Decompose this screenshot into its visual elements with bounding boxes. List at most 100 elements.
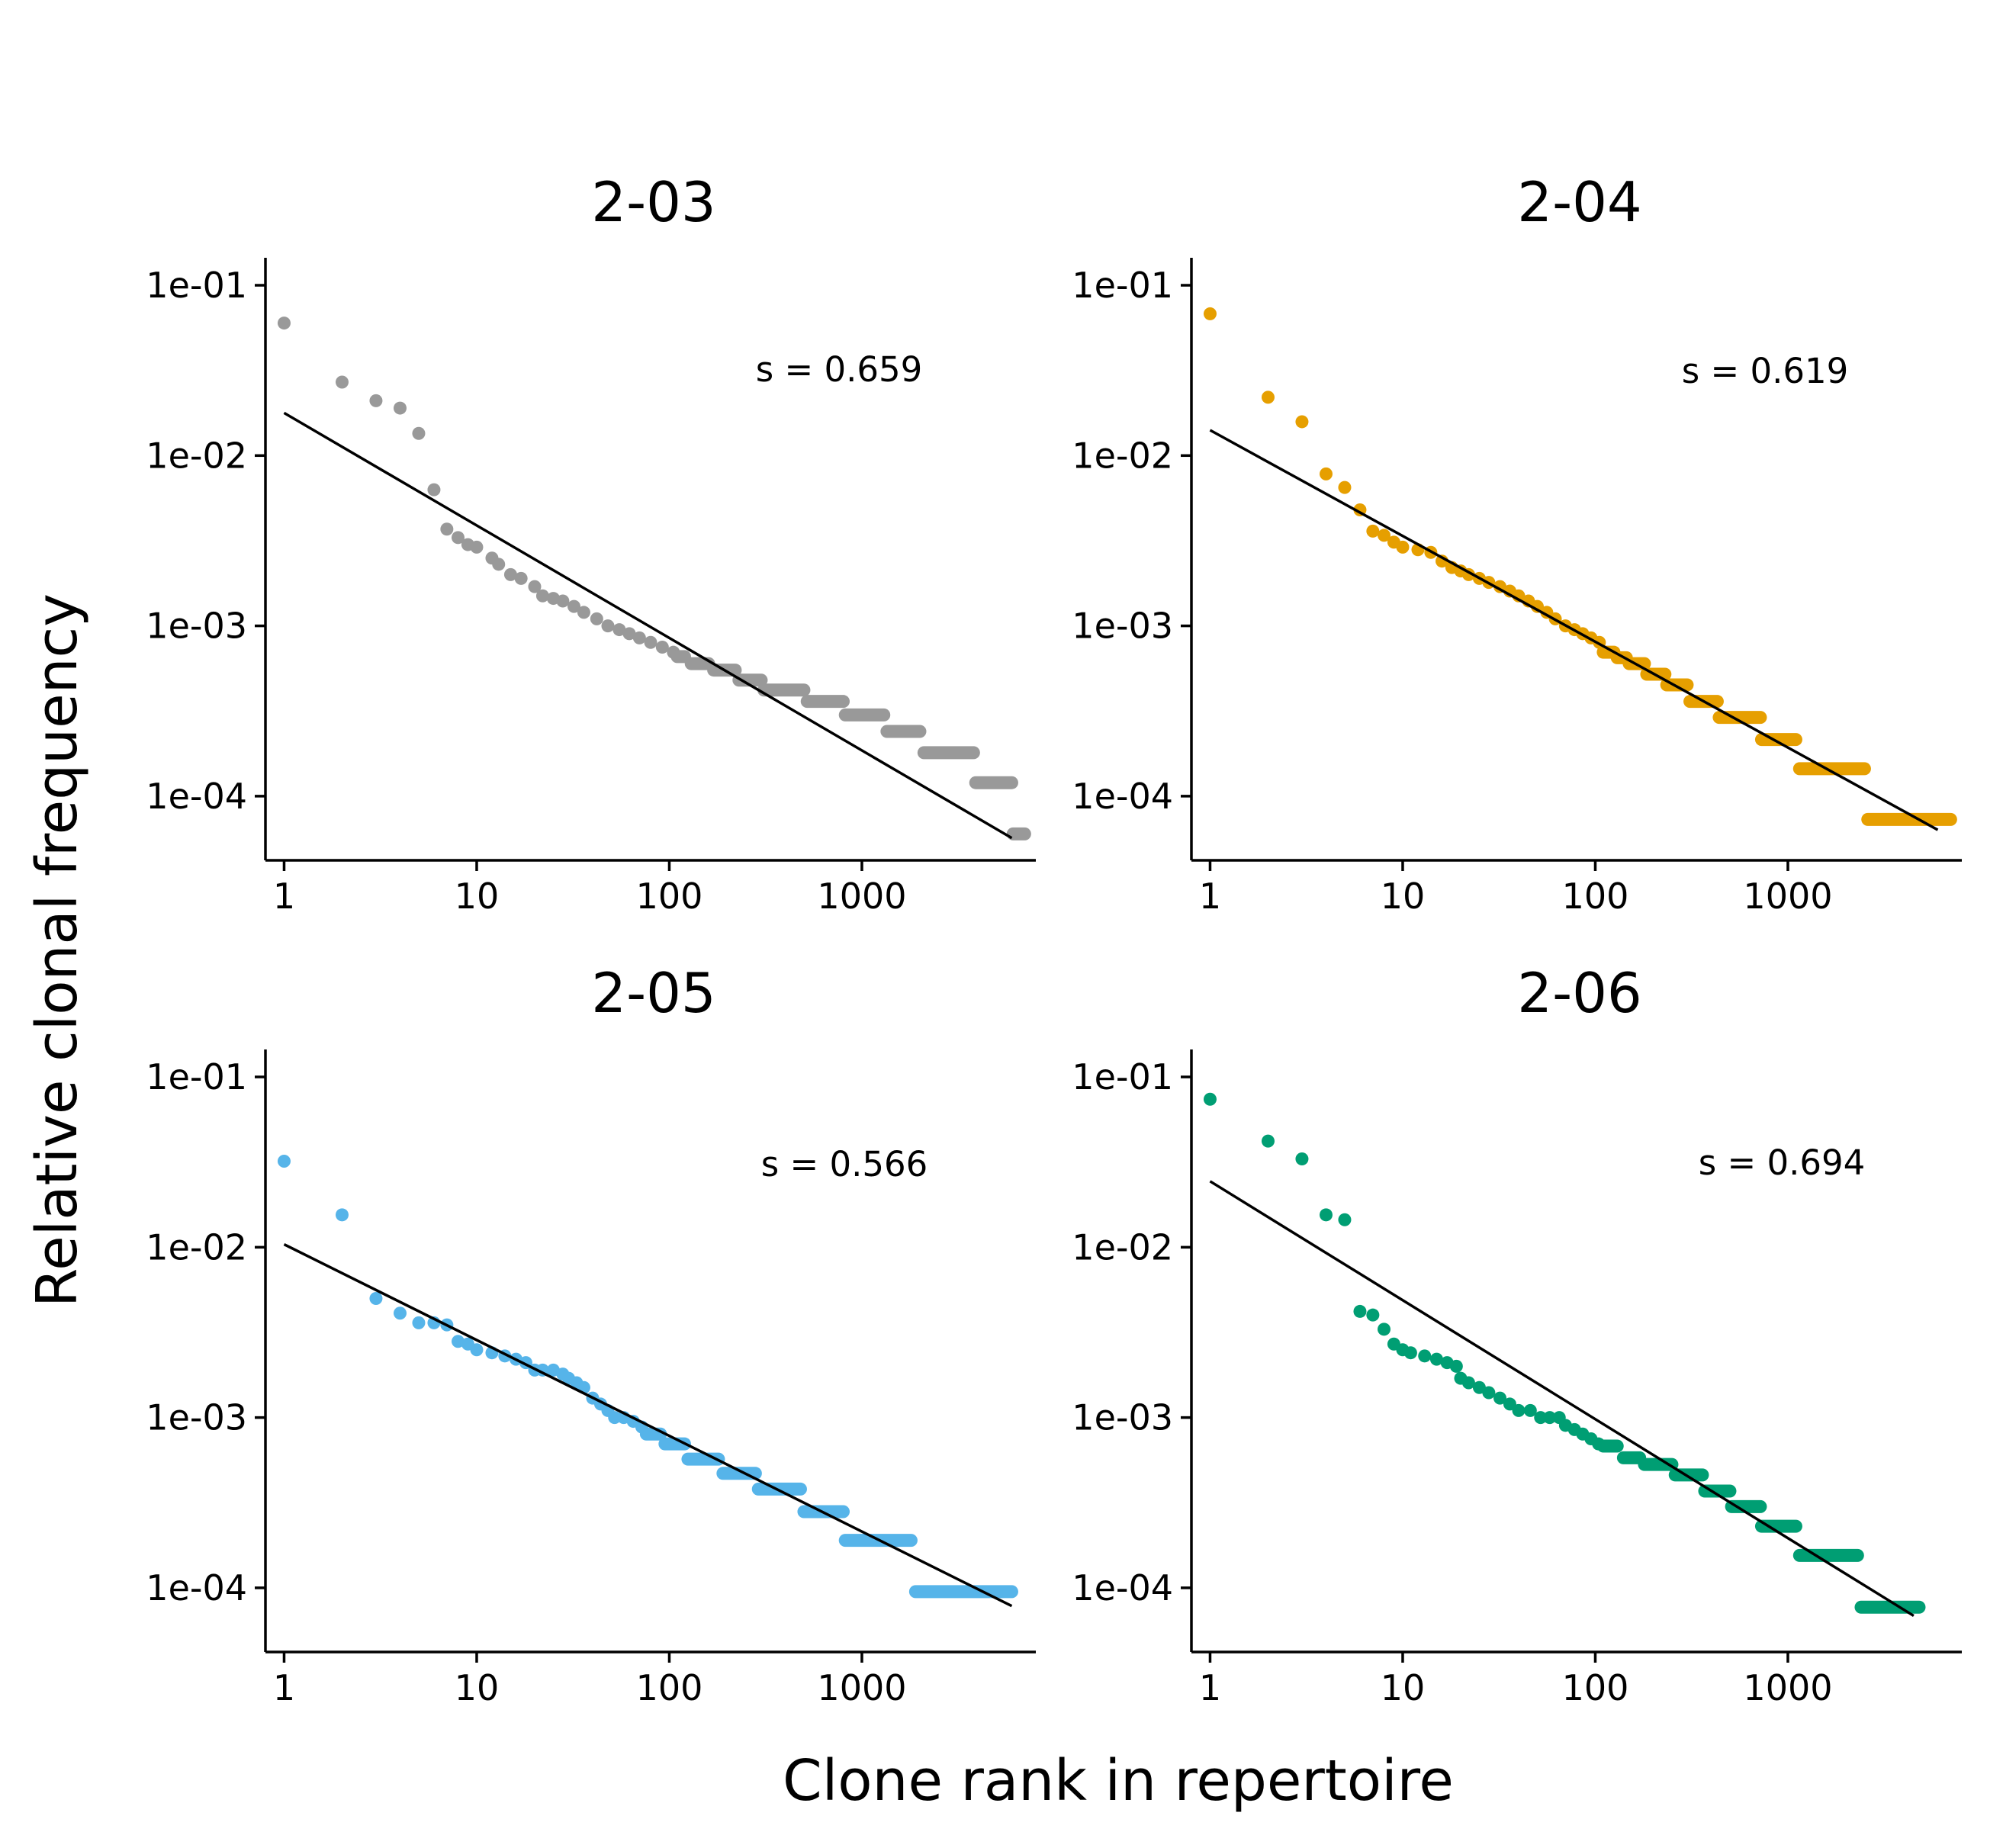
fit-line (1209, 429, 1939, 831)
panel-2-06: 1 10 100 1000 1e-04 1e-03 1e-02 1e-01 2-06 s = … (1072, 961, 1962, 1708)
data-point (470, 1343, 484, 1357)
y-tick-label: 1e-01 (1072, 1056, 1173, 1098)
slope-annotation: s = 0.566 (761, 1144, 928, 1184)
data-point (632, 631, 646, 644)
x-tick-label: 100 (1562, 876, 1629, 917)
data-point (1261, 1134, 1275, 1148)
data-point (1429, 1352, 1443, 1366)
data-point (412, 426, 426, 440)
data-point (1203, 307, 1217, 320)
x-axis-label: Clone rank in repertoire (783, 1748, 1454, 1814)
y-tick-label: 1e-04 (146, 776, 247, 817)
data-point (1418, 1349, 1432, 1363)
data-point (1461, 1376, 1475, 1390)
x-tick-label: 100 (636, 876, 703, 917)
panel-title: 2-05 (591, 961, 715, 1025)
data-point (644, 635, 657, 649)
data-point (590, 612, 603, 625)
data-point (440, 522, 454, 536)
fit-line (283, 411, 1013, 840)
data-point (1523, 1403, 1537, 1417)
data-point (1396, 540, 1410, 554)
x-tick-label: 1 (1199, 1667, 1221, 1708)
x-tick-label: 1000 (817, 1667, 906, 1708)
data-point (427, 483, 441, 497)
data-point (277, 317, 291, 330)
data-point (1295, 1152, 1309, 1166)
data-point (335, 375, 349, 389)
x-tick-label: 100 (636, 1667, 703, 1708)
panel-2-03: 1 10 100 1000 1e-04 1e-03 1e-02 1e-01 2-03 s = … (146, 170, 1036, 917)
data-point (1493, 1391, 1507, 1405)
data-point (612, 623, 626, 637)
data-point (1378, 529, 1391, 542)
data-point (528, 580, 542, 593)
panel-title: 2-06 (1517, 961, 1641, 1025)
data-point (1530, 599, 1544, 613)
data-point (277, 1155, 291, 1168)
panel-2-05: 1 10 100 1000 1e-04 1e-03 1e-02 1e-01 2-05 s = … (146, 961, 1036, 1708)
data-point (577, 606, 590, 619)
x-tick-label: 1000 (1743, 876, 1832, 917)
panel-title: 2-03 (591, 170, 715, 234)
data-point (452, 531, 465, 545)
data-point (1203, 1092, 1217, 1106)
y-tick-label: 1e-03 (1072, 1397, 1173, 1438)
data-point (1472, 1380, 1486, 1394)
data-point (1534, 1411, 1548, 1425)
data-point (335, 1208, 349, 1222)
data-point (1403, 1346, 1417, 1360)
y-tick-label: 1e-01 (146, 1056, 247, 1098)
slope-annotation: s = 0.619 (1682, 351, 1849, 391)
data-point (535, 589, 549, 603)
panel-title: 2-04 (1517, 170, 1641, 234)
slope-annotation: s = 0.659 (756, 349, 923, 390)
data-point (1319, 467, 1333, 480)
y-tick-label: 1e-03 (1072, 606, 1173, 647)
y-tick-label: 1e-03 (146, 1397, 247, 1438)
x-tick-label: 10 (455, 1667, 500, 1708)
data-point (1482, 1386, 1496, 1400)
y-tick-label: 1e-04 (146, 1567, 247, 1609)
panel-2-04: 1 10 100 1000 1e-04 1e-03 1e-02 1e-01 2-04 s = … (1072, 170, 1962, 917)
data-point (1512, 1403, 1526, 1417)
data-point (412, 1316, 426, 1329)
data-point (1338, 1213, 1352, 1226)
y-tick-label: 1e-01 (146, 265, 247, 306)
data-point (1261, 390, 1275, 404)
data-point (492, 558, 506, 571)
data-point (1378, 1323, 1391, 1336)
y-tick-label: 1e-04 (1072, 1567, 1173, 1609)
y-tick-label: 1e-02 (146, 435, 247, 476)
x-tick-label: 1 (1199, 876, 1221, 917)
data-point (1449, 1359, 1463, 1373)
x-tick-label: 100 (1562, 1667, 1629, 1708)
data-point (567, 599, 581, 613)
data-point (452, 1335, 465, 1348)
data-point (608, 1411, 622, 1425)
data-point (1543, 1411, 1557, 1425)
data-point (1319, 1208, 1333, 1222)
data-point (514, 571, 528, 585)
y-tick-label: 1e-02 (1072, 1226, 1173, 1268)
data-point (622, 627, 636, 641)
y-axis-label: Relative clonal frequency (24, 593, 90, 1307)
y-tick-label: 1e-01 (1072, 265, 1173, 306)
y-tick-label: 1e-04 (1072, 776, 1173, 817)
x-tick-label: 1 (273, 876, 295, 917)
x-tick-label: 1000 (1743, 1667, 1832, 1708)
data-point (369, 1292, 383, 1306)
x-tick-label: 10 (455, 876, 500, 917)
fit-line (283, 1242, 1013, 1608)
data-point (393, 401, 407, 415)
y-tick-label: 1e-02 (146, 1226, 247, 1268)
x-tick-label: 1000 (817, 876, 906, 917)
slope-annotation: s = 0.694 (1699, 1143, 1866, 1183)
y-tick-label: 1e-03 (146, 606, 247, 647)
x-tick-label: 10 (1381, 876, 1426, 917)
data-point (393, 1306, 407, 1320)
fit-line (1209, 1180, 1915, 1618)
data-point (369, 394, 383, 407)
data-point (1338, 480, 1352, 494)
